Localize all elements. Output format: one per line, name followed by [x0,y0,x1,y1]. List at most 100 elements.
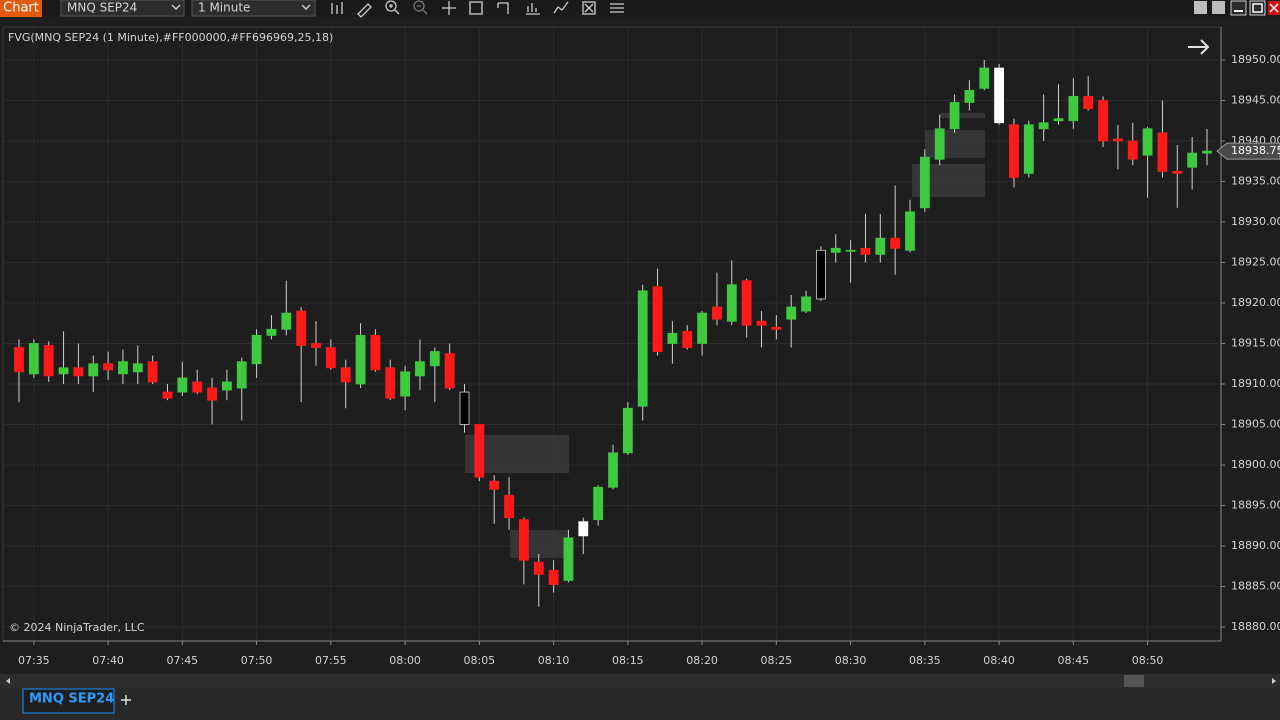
candle-body [28,343,39,375]
strategies-icon[interactable] [553,1,569,14]
scrollbar[interactable] [0,674,1280,688]
candle-body [905,211,915,251]
window-button[interactable] [1194,1,1207,14]
candle-body [934,128,945,160]
candle-body [132,363,143,373]
x-tick-label: 07:40 [92,654,124,667]
zoom-in-icon[interactable] [385,0,397,12]
y-tick-label: 18945.00 [1231,93,1280,106]
template-icon[interactable] [497,2,509,14]
candle-body [1172,170,1183,174]
x-tick-label: 08:35 [909,654,941,667]
properties-icon[interactable] [469,1,483,15]
instrument-text: MNQ SEP24 [67,1,137,15]
candle-body [979,67,990,89]
window-button[interactable] [1212,1,1225,14]
candle-body [43,345,54,377]
chevron [301,4,311,11]
candle-body [741,280,752,326]
y-tick-label: 18895.00 [1231,498,1280,511]
interval-text: 1 Minute [198,1,250,15]
candle-body [444,353,455,389]
candle-body [340,367,351,383]
candle-body [192,381,203,393]
candle-body [919,156,930,209]
plot-area [2,26,1222,642]
copyright: © 2024 NinjaTrader, LLC [9,621,145,634]
candle-body [355,334,366,385]
candle-body [667,332,678,344]
scroll-thumb[interactable] [1124,675,1144,687]
x-tick-label: 07:50 [241,654,273,667]
candle-body [533,561,544,575]
draw-icon[interactable] [357,3,372,18]
candle-body [385,367,396,399]
candle-body [563,537,574,581]
fvg-zone [925,130,985,158]
x-tick-label: 08:10 [538,654,570,667]
candle-body [1023,124,1034,174]
candle-body [830,247,841,253]
y-tick-label: 18890.00 [1231,539,1280,552]
candle-body [994,67,1004,124]
candle-body [14,347,24,373]
menu-icon[interactable] [610,3,624,13]
data-box-icon[interactable] [582,1,596,15]
candle-body [429,351,440,367]
y-tick-label: 18880.00 [1231,620,1280,633]
candle-body [637,290,648,407]
fvg-zone [940,113,985,118]
candle-body [1053,118,1064,122]
tab[interactable] [22,688,115,714]
zoom-out-icon[interactable] [413,0,425,12]
instrument-dropdown[interactable] [60,0,185,17]
candle-body [1038,122,1049,130]
candle-body [1009,124,1019,178]
axes: 18880.00 18885.00 18890.00 18895.00 18900.00… [3,27,1280,667]
x-tick-label: 08:45 [1057,654,1089,667]
candle-body [207,387,217,401]
tab-label: MNQ SEP24 [29,692,114,707]
add-tab[interactable] [121,695,131,705]
candle-body [608,452,618,488]
candle-body [459,391,470,425]
x-tick-label: 08:05 [463,654,495,667]
candle-body [489,480,500,490]
candle-body [801,296,811,312]
y-tick-label: 18910.00 [1231,377,1280,390]
candle-body [281,312,292,330]
candle-body [236,361,247,389]
x-tick-label: 08:20 [686,654,718,667]
y-tick-label: 18905.00 [1231,417,1280,430]
interval-dropdown[interactable] [191,0,316,17]
y-tick-label: 18930.00 [1231,215,1280,228]
candle-body [1187,152,1198,168]
candle-body [221,381,232,391]
candle-body [1113,138,1123,142]
x-tick-label: 07:45 [166,654,198,667]
candle-body [1083,96,1094,109]
candle-body [103,363,113,371]
candle-body [786,306,797,320]
candle-body [964,89,975,103]
bars-icon[interactable] [331,2,343,14]
y-tick-label: 18900.00 [1231,458,1280,471]
toolbar-bg [0,0,1280,17]
x-tick-label: 08:15 [612,654,644,667]
indicators-icon[interactable] [526,3,540,15]
crosshair-icon[interactable] [442,1,456,15]
minimize-button[interactable] [1230,0,1247,16]
candle-body [697,312,707,344]
last-price-label: 18938.75 [1231,144,1280,157]
scroll-to-end-arrow[interactable] [1188,39,1210,55]
candle-body [400,371,411,397]
candle-body [1142,128,1153,156]
toolbar-icons [331,0,624,18]
candle-body [816,249,826,300]
candle-body [266,328,277,336]
candle-body [147,361,158,383]
candle-body [162,391,173,399]
candle-body [1202,150,1212,154]
candle-body [118,361,128,375]
y-tick-label: 18925.00 [1231,255,1280,268]
